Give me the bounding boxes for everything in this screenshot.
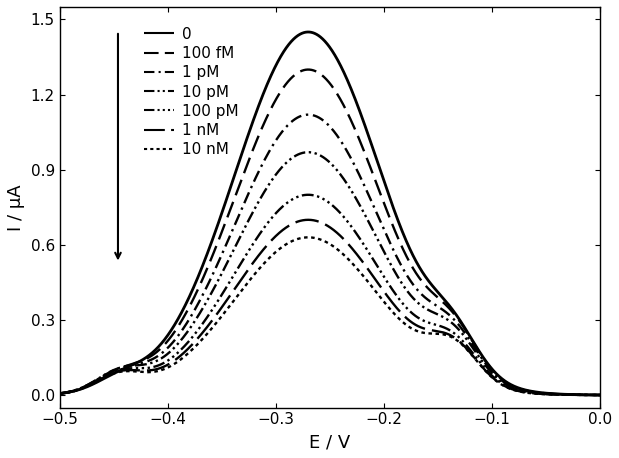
Legend: 0, 100 fM, 1 pM, 10 pM, 100 pM, 1 nM, 10 nM: 0, 100 fM, 1 pM, 10 pM, 100 pM, 1 nM, 10… — [137, 21, 245, 164]
Y-axis label: I / μA: I / μA — [7, 184, 25, 231]
X-axis label: E / V: E / V — [309, 433, 350, 451]
